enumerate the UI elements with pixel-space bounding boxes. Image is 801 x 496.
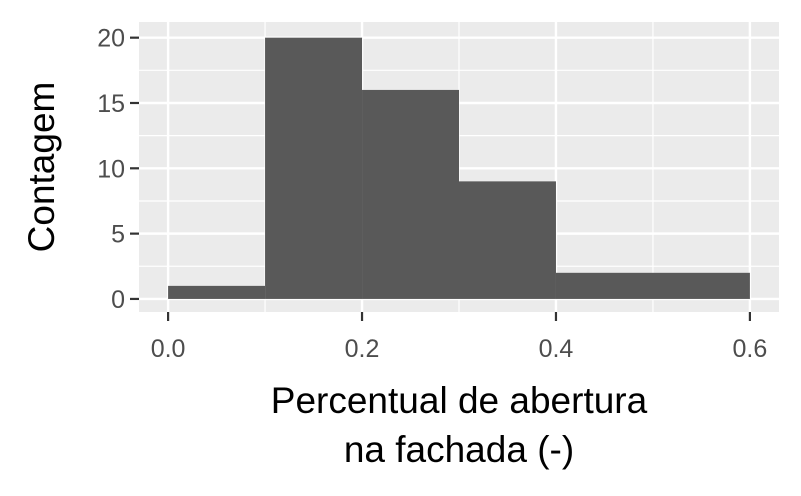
histogram-bars — [168, 37, 750, 299]
y-tick-label-2: 10 — [97, 155, 125, 183]
y-axis-ticks: 0 5 10 15 20 — [97, 25, 139, 314]
x-tick-label-1: 0.2 — [345, 335, 380, 363]
y-tick-label-0: 0 — [111, 286, 125, 314]
x-tick-label-3: 0.6 — [733, 335, 768, 363]
x-axis-ticks: 0.0 0.2 0.4 0.6 — [151, 312, 768, 363]
histogram-bar-2 — [362, 89, 459, 299]
y-axis-title: Contagem — [21, 82, 62, 253]
x-axis-title-line-2: na fachada (-) — [344, 429, 574, 470]
x-tick-label-2: 0.4 — [539, 335, 574, 363]
y-tick-label-3: 15 — [97, 90, 125, 118]
histogram-bar-1 — [265, 37, 363, 299]
x-tick-label-0: 0.0 — [151, 335, 186, 363]
y-tick-label-4: 20 — [97, 25, 125, 53]
histogram-bar-4 — [555, 272, 750, 299]
histogram-bar-0 — [168, 285, 266, 299]
histogram-bar-3 — [459, 181, 556, 299]
y-tick-label-1: 5 — [111, 221, 125, 249]
x-axis-title-line-1: Percentual de abertura — [271, 380, 648, 421]
